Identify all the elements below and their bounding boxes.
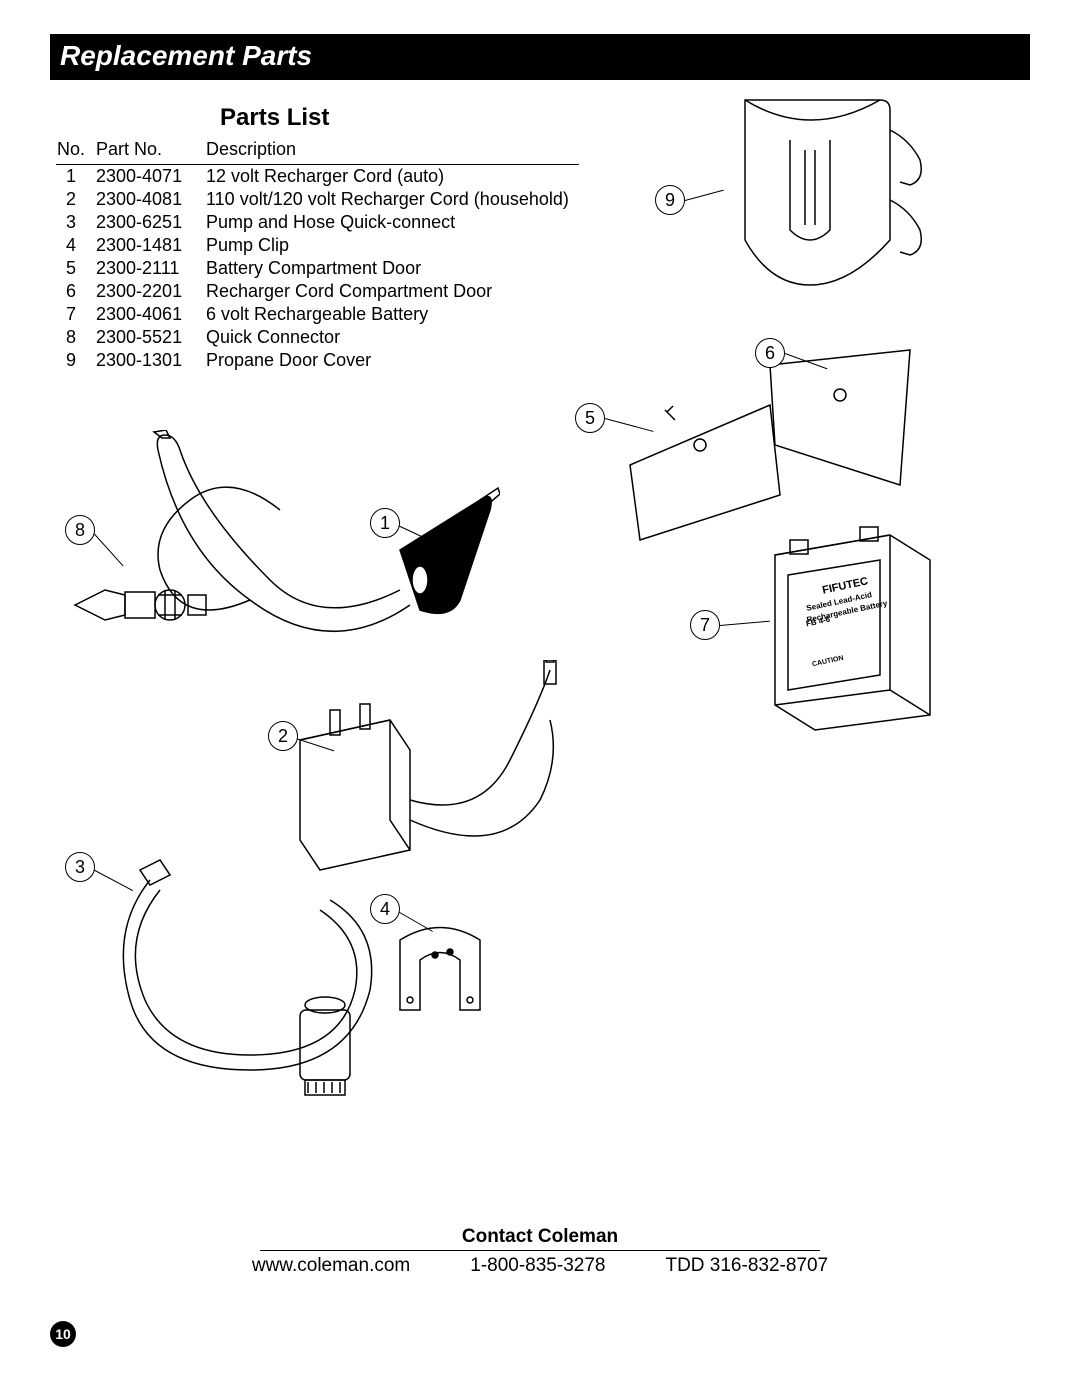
contact-block: Contact Coleman www.coleman.com 1-800-83… xyxy=(50,1226,1030,1277)
contact-phone: 1-800-835-3278 xyxy=(470,1255,605,1277)
callout-4: 4 xyxy=(370,894,400,924)
part-9-icon xyxy=(710,90,940,290)
page-number: 10 xyxy=(50,1321,76,1347)
contact-underline xyxy=(260,1250,820,1251)
page: Replacement Parts Parts List No. Part No… xyxy=(0,0,1080,1397)
callout-9: 9 xyxy=(655,185,685,215)
callout-1: 1 xyxy=(370,508,400,538)
callout-8: 8 xyxy=(65,515,95,545)
section-header: Replacement Parts xyxy=(50,34,1030,80)
part-8-icon xyxy=(70,570,210,640)
callout-6: 6 xyxy=(755,338,785,368)
part-4-icon xyxy=(380,920,500,1030)
diagram-area: 9 5 6 FIFUTEC Seal xyxy=(50,90,1030,1130)
leader-8 xyxy=(93,532,124,566)
callout-7: 7 xyxy=(690,610,720,640)
contact-title: Contact Coleman xyxy=(50,1226,1030,1248)
part-7-icon xyxy=(760,515,940,735)
contact-web: www.coleman.com xyxy=(252,1255,410,1277)
callout-2: 2 xyxy=(268,721,298,751)
callout-3: 3 xyxy=(65,852,95,882)
contact-tdd: TDD 316-832-8707 xyxy=(665,1255,828,1277)
part-3-icon xyxy=(90,850,410,1100)
callout-5: 5 xyxy=(575,403,605,433)
